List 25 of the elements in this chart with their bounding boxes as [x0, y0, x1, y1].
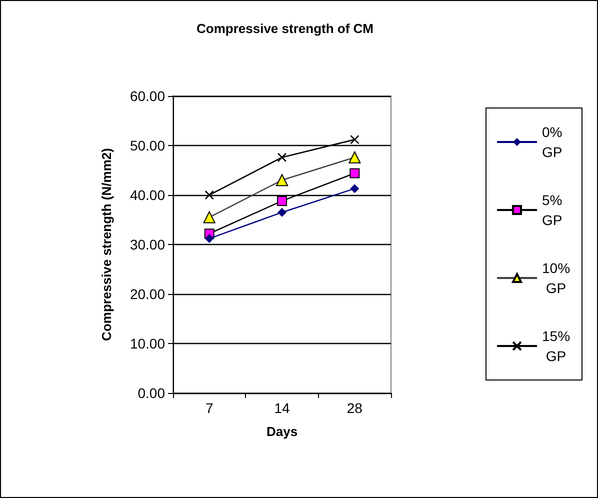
y-axis-title: Compressive strength (N/mm2)	[99, 148, 114, 341]
x-tick-label: 28	[346, 400, 363, 416]
y-tick-label: 20.00	[130, 286, 166, 302]
legend-label: 10% GP	[542, 260, 570, 296]
y-tick-label: 50.00	[130, 138, 166, 154]
point	[277, 152, 287, 162]
y-tick-label: 0.00	[138, 385, 166, 401]
point	[278, 208, 286, 217]
y-tick-label: 30.00	[130, 236, 166, 252]
y-tick-label: 10.00	[130, 336, 166, 352]
x-tick-label: 14	[274, 400, 290, 416]
point	[204, 234, 214, 244]
legend-label: 5% GP	[542, 192, 566, 228]
legend-label: 0% GP	[542, 124, 566, 160]
x-tick-label: 7	[205, 400, 214, 416]
point	[350, 134, 360, 144]
point	[350, 168, 360, 178]
point	[204, 190, 214, 200]
chart-title: Compressive strength of CM	[196, 21, 374, 36]
point	[350, 184, 360, 194]
y-tick-label: 40.00	[130, 187, 166, 203]
legend-label: 15% GP	[542, 328, 570, 364]
point	[277, 196, 287, 206]
x-axis-title: Days	[266, 424, 298, 439]
y-tick-label: 60.00	[130, 88, 166, 104]
